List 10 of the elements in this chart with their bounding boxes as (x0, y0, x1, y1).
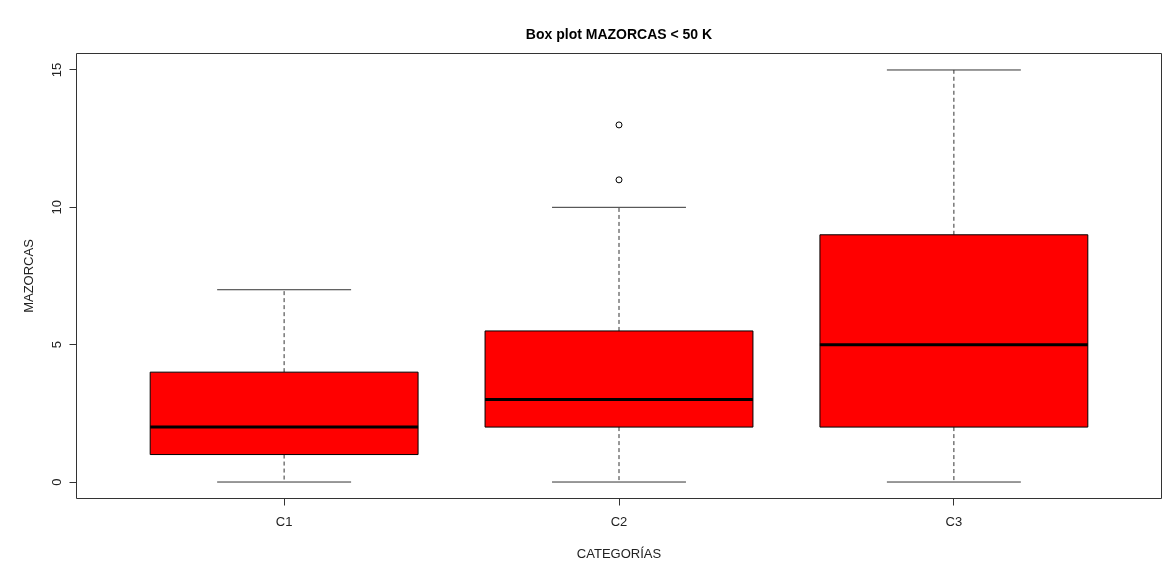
y-tick-label: 5 (49, 341, 65, 349)
y-tick-label: 15 (49, 62, 65, 78)
x-tick-label: C2 (610, 513, 628, 529)
y-axis-title: MAZORCAS (20, 238, 36, 313)
x-tick-label: C3 (945, 513, 963, 529)
x-axis-title: CATEGORÍAS (576, 545, 662, 561)
y-tick-label: 0 (49, 478, 65, 486)
y-tick-label: 10 (49, 200, 65, 215)
x-tick-label: C1 (275, 513, 293, 529)
chart-title: Box plot MAZORCAS < 50 K (525, 25, 713, 42)
